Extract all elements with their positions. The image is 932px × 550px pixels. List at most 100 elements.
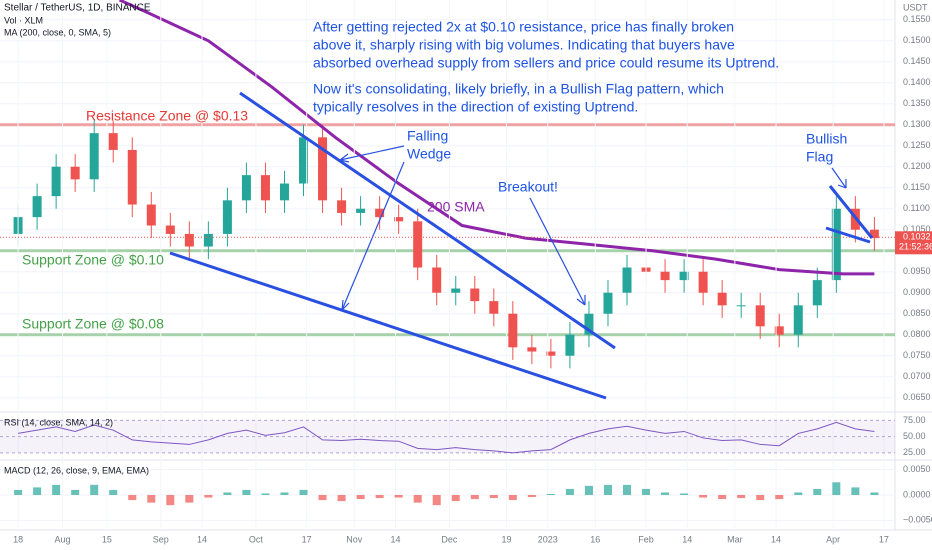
candle-body [356,208,366,213]
candle-body [146,204,156,226]
candle-body [70,166,80,180]
macd-bar [565,488,574,495]
x-tick-label: 14 [771,534,781,544]
macd-bar [546,493,555,495]
rsi-title: RSI (14, close, SMA, 14, 2) [4,417,113,427]
x-tick-label: Oct [249,534,264,544]
rsi-tick-label: 75.00 [903,415,926,425]
candle-body [184,233,194,247]
candle-body [432,267,442,293]
x-tick-label: 14 [390,534,400,544]
y-tick-label: 0.1100 [903,203,930,213]
candle-body [698,271,708,293]
macd-bar [14,489,23,495]
candle-body [299,137,309,184]
macd-bar [166,495,175,506]
candle-body [203,233,213,247]
annotation: Wedge [407,146,451,162]
price-pane [0,0,895,399]
x-tick-label: Sep [153,534,169,544]
drawings [169,91,874,400]
macd-bar [33,487,42,495]
note: After getting rejected 2x at $0.10 resis… [313,19,734,35]
x-tick-label: Aug [54,534,70,544]
candle-body [413,221,423,268]
note: above it, sharply rising with big volume… [313,37,735,53]
candle-body [717,292,727,306]
y-tick-label: 0.0950 [903,266,931,276]
y-tick-label: 0.1350 [903,98,931,108]
candle-body [451,288,461,293]
note: absorbed overhead supply from sellers an… [313,55,779,71]
candle-body [603,292,613,314]
candle-body [260,175,270,201]
macd-bar [737,495,746,499]
y-tick-label: 0.1300 [903,119,931,129]
macd-bar [813,488,822,495]
x-tick-label: 18 [13,534,23,544]
y-tick-label: 0.1250 [903,140,931,150]
macd-bar [832,482,841,495]
subtitle: Vol · XLM [4,15,43,25]
candle-body [375,208,385,218]
candle-body [546,351,556,356]
zone-label: Support Zone @ $0.08 [22,315,164,331]
y-tick-label: 0.1050 [903,224,931,234]
countdown: 21:52:36 [899,242,932,252]
macd-bar [451,495,460,502]
annotation: Bullish [806,131,847,147]
arrow [341,161,405,311]
macd-title: MACD (12, 26, close, 9, EMA, EMA) [4,465,149,475]
candle-body [812,280,822,306]
annotation: Falling [407,128,448,144]
annotation: Flag [806,149,833,165]
macd-bar [432,495,441,506]
zone [0,249,895,253]
zone [0,333,895,337]
macd-bar [128,495,137,501]
macd-bar [375,495,384,499]
macd-bar [299,489,308,495]
note: typically resolves in the direction of e… [313,99,638,115]
macd-bar [870,492,879,495]
x-tick-label: 2023 [538,534,558,544]
macd-tick-label: −0.0050 [903,515,932,525]
macd-bar [261,493,270,495]
chart-title: Stellar / TetherUS, 1D, BINANCE [4,3,151,14]
candle-body [869,229,879,239]
arrow [529,197,586,306]
x-tick-label: 19 [501,534,511,544]
current-price-label: 0.1032 [903,232,931,242]
macd-bar [318,495,327,501]
x-tick-label: 15 [102,534,112,544]
y-tick-label: 0.1150 [903,182,930,192]
macd-bar [603,484,612,495]
candle-body [108,133,118,150]
candle-body [565,334,575,356]
macd-bar [223,492,232,495]
y-tick-label: 0.0700 [903,371,931,381]
macd-bar [489,495,498,499]
x-tick-label: 17 [302,534,312,544]
x-tick-label: 16 [590,534,600,544]
macd-bar [699,495,708,498]
candle-body [508,313,518,348]
arrow [831,167,847,189]
candle-body [660,271,670,281]
x-tick-label: 14 [682,534,692,544]
macd-bar [470,495,479,500]
x-tick-label: Mar [727,534,743,544]
zone-label: Resistance Zone @ $0.13 [86,107,248,123]
candle-body [489,301,499,314]
wedge-lower [169,251,607,400]
y-tick-label: 0.0800 [903,329,931,339]
macd-bar [661,492,670,495]
rsi-tick-label: 50.00 [903,431,926,441]
zone-label: Support Zone @ $0.10 [22,251,164,267]
macd-bar [527,495,536,498]
macd-bar [775,495,784,500]
x-tick-label: Apr [826,534,840,544]
candle-body [470,288,480,302]
